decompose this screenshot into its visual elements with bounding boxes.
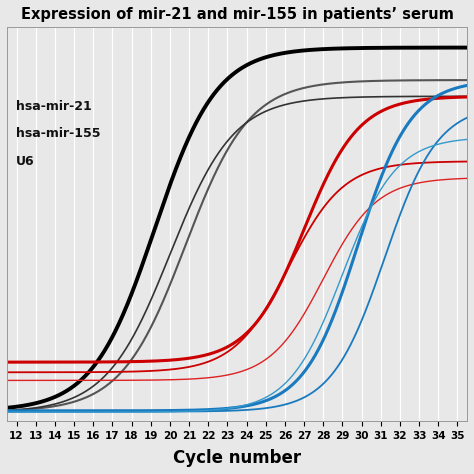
Title: Expression of mir-21 and mir-155 in patients’ serum: Expression of mir-21 and mir-155 in pati… [20, 7, 454, 22]
Text: hsa-mir-21: hsa-mir-21 [16, 100, 92, 112]
X-axis label: Cycle number: Cycle number [173, 449, 301, 467]
Text: U6: U6 [16, 155, 35, 168]
Text: hsa-mir-155: hsa-mir-155 [16, 127, 100, 140]
